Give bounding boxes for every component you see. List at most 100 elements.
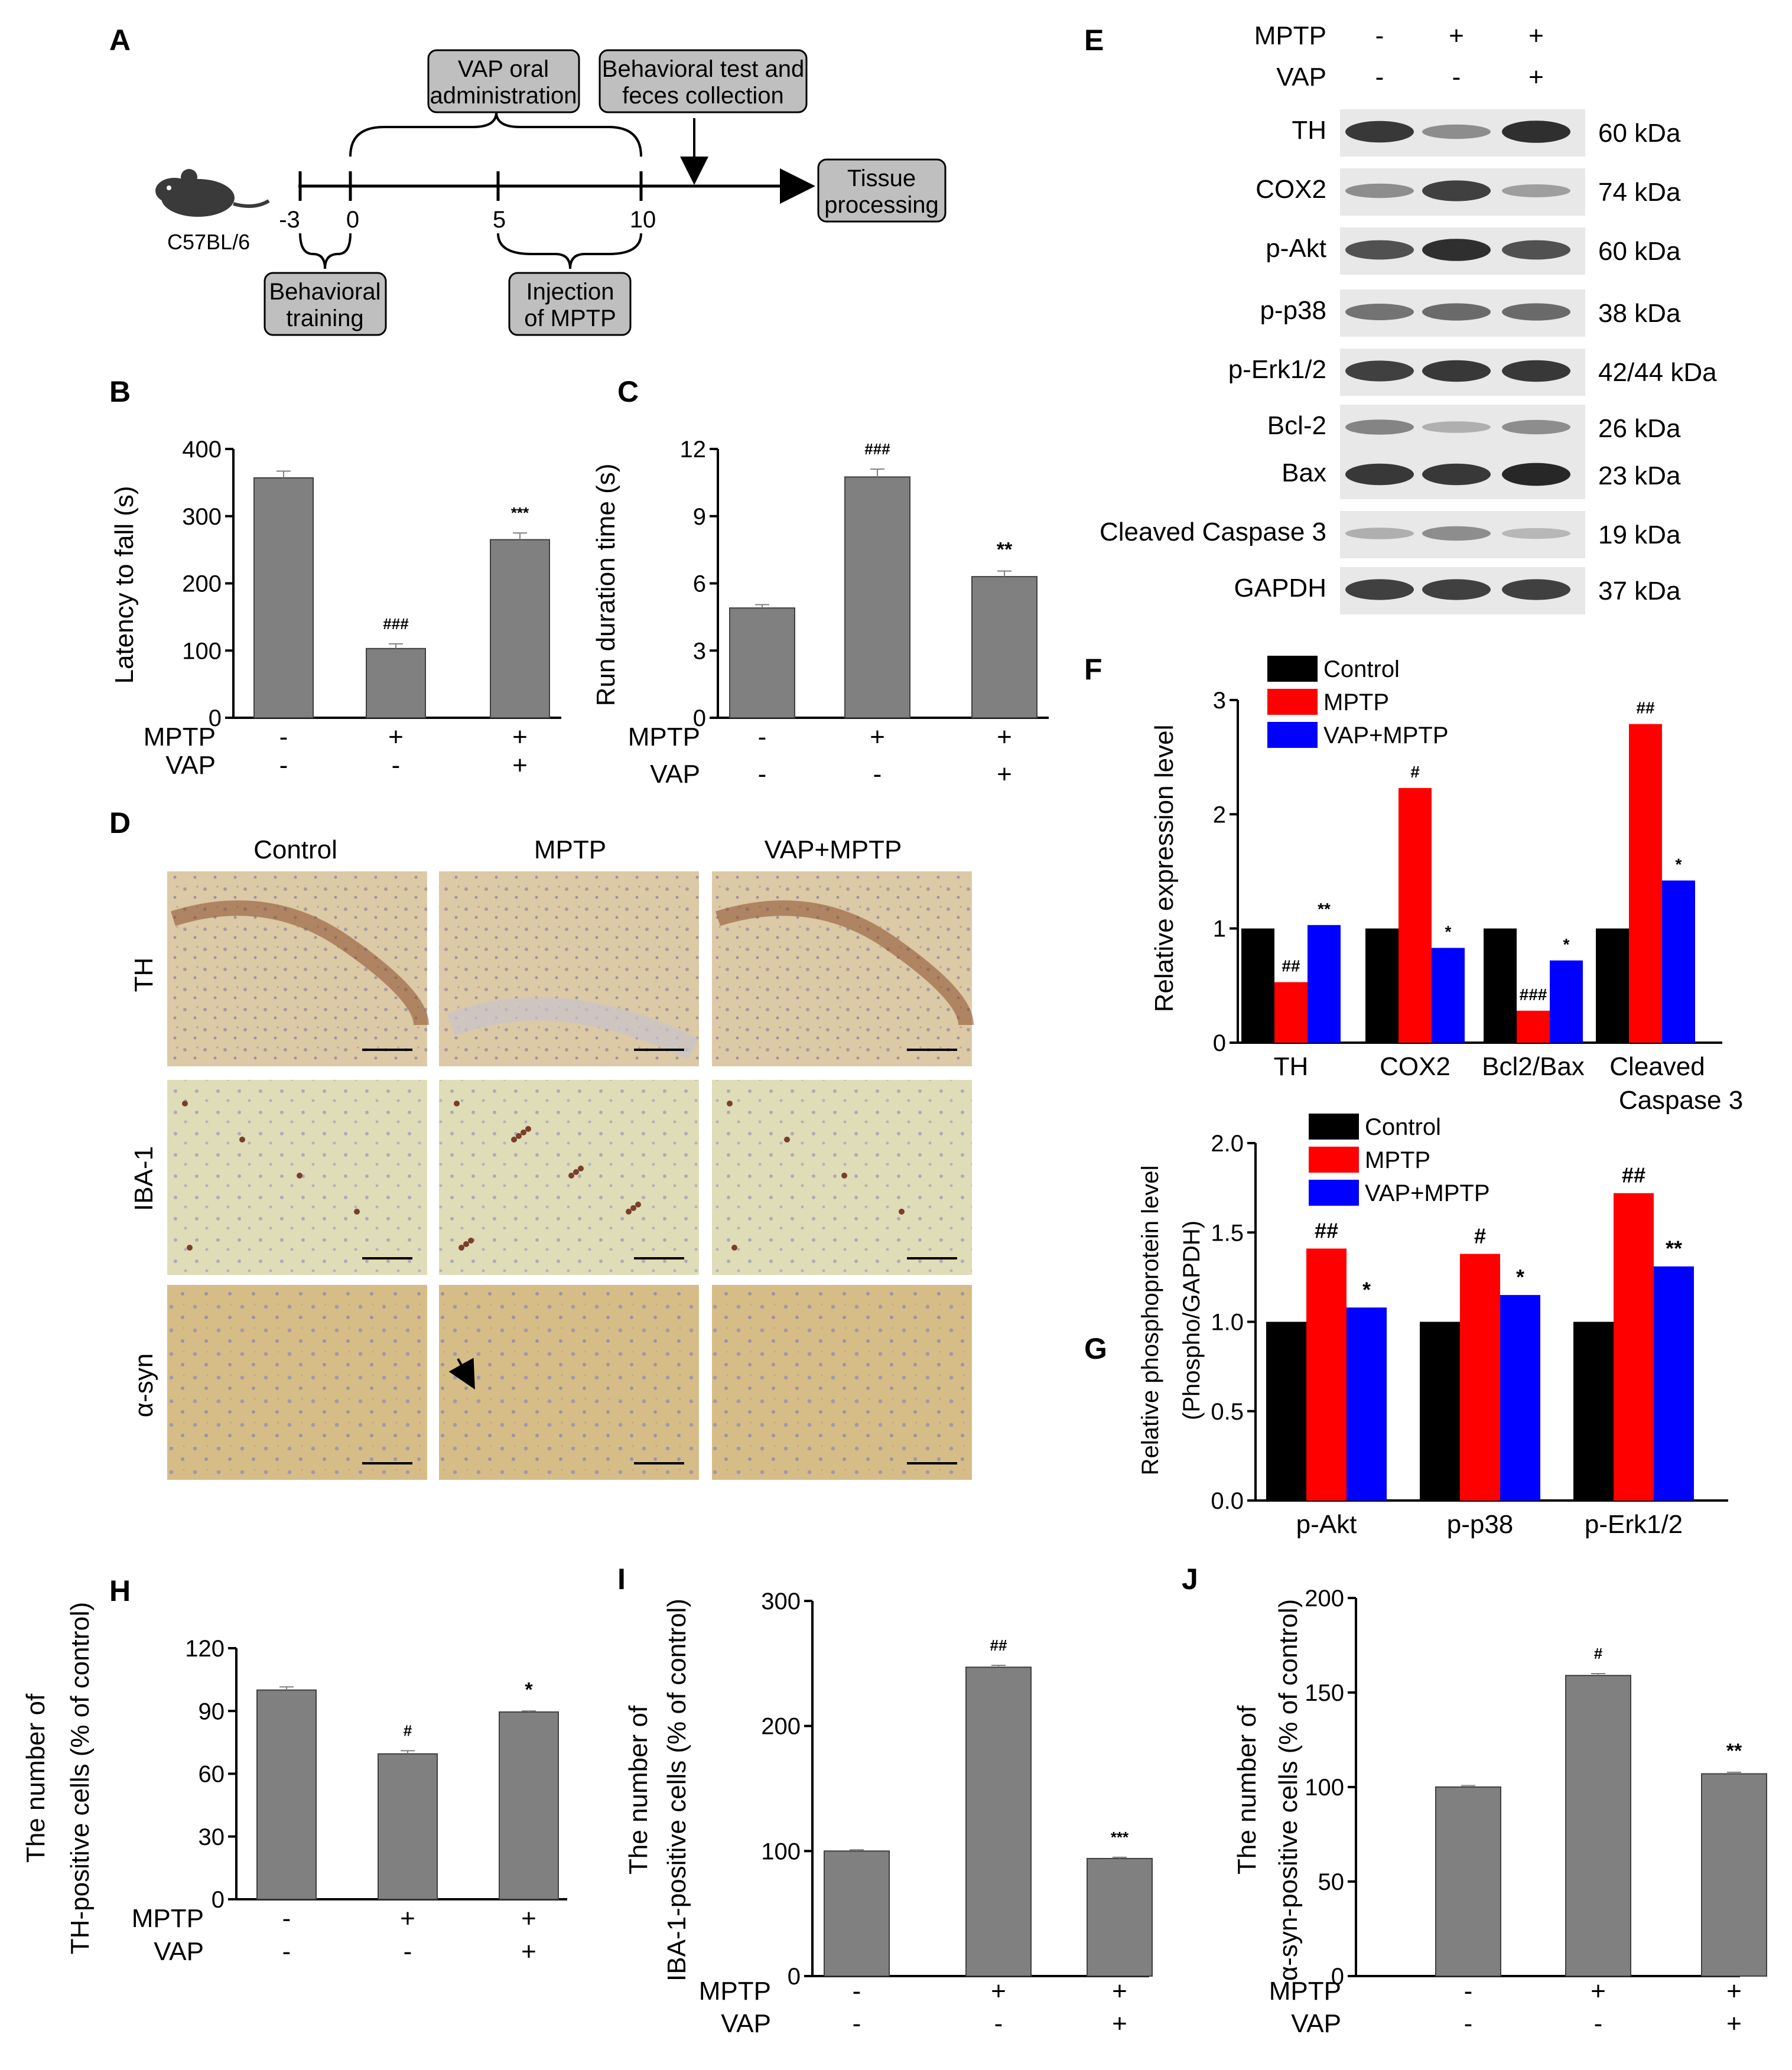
blot-band [1345,419,1414,435]
significance-mark: ### [864,440,890,458]
legend-swatch [1309,1114,1359,1140]
condition-sign: + [870,722,885,751]
wb-condition-sign: + [1528,63,1544,92]
bar [965,1667,1032,1977]
y-axis-label: The number of [624,1705,653,1874]
blot-label: GAPDH [1234,574,1326,603]
blot-label: p-Erk1/2 [1228,355,1326,384]
chart-i: I 0 100 200 300 The number of IBA-1-positive c… [617,1563,1153,2038]
condition-sign: + [1112,2009,1127,2038]
y-tick-label: 0 [1331,1964,1344,1990]
blot-bcl-2: Bcl-2 26 kDa [1267,405,1681,452]
y-tick-label: 1 [1213,916,1226,942]
y-tick-label: 30 [199,1824,225,1850]
y-tick-label: 60 [199,1762,225,1788]
panel-letter-j: J [1182,1563,1198,1596]
bar [729,607,795,719]
blot-label: TH [1292,116,1326,145]
significance-mark: ### [1520,985,1547,1004]
y-tick-label: 3 [1213,688,1226,714]
micrograph-asyn-control [167,1285,427,1480]
blot-kda: 60 kDa [1598,237,1681,266]
bar-vap-mptp [1500,1295,1540,1501]
condition-sign: - [873,760,882,789]
chart-g: G 0.0 0.5 1.0 1.5 2.0 Relative phosphoprotein … [1084,1114,1728,1539]
blot-band [1422,421,1491,433]
y-tick-label: 1.0 [1211,1310,1244,1336]
timeline-tick: 5 [493,207,506,233]
bar-control [1266,1322,1306,1501]
blot-kda: 23 kDa [1598,461,1681,490]
svg-text:administration: administration [430,83,577,109]
wb-condition-sign: + [1528,21,1544,50]
y-tick-label: 100 [1305,1775,1344,1801]
wb-condition-label: MPTP [1254,21,1326,50]
legend-swatch [1267,689,1318,715]
blot-band [1422,124,1491,139]
y-axis-label-2: IBA-1-positive cells (% of control) [662,1599,691,1981]
bar [844,476,910,718]
y-tick-label: 0 [209,705,222,731]
panel-letter-b: B [109,375,131,408]
legend-label: Control [1365,1114,1441,1140]
condition-sign: + [388,722,404,751]
y-tick-label: 300 [182,504,222,530]
blot-kda: 37 kDa [1598,577,1681,606]
significance-mark: * [525,1678,533,1701]
bar-vap-mptp [1662,880,1695,1043]
y-tick-label: 0.0 [1211,1488,1244,1514]
bar-control [1365,928,1399,1043]
vap-box [427,49,580,113]
micrograph-th-control [167,871,429,1066]
svg-text:Behavioral: Behavioral [269,279,380,305]
y-tick-label: 0 [1213,1030,1226,1056]
bar-vap-mptp [1432,948,1465,1043]
micrograph-th-mptp [439,871,699,1066]
significance-mark: ** [1318,900,1331,918]
legend-swatch [1309,1147,1359,1173]
bar [256,1689,317,1900]
significance-mark: # [404,1722,412,1740]
y-tick-label: 2 [1213,802,1226,828]
blot-label: Bax [1282,458,1326,487]
significance-mark: ## [1622,1163,1645,1187]
y-tick-label: 120 [185,1636,225,1662]
blot-band [1502,360,1570,382]
legend-label: VAP+MPTP [1365,1180,1490,1206]
panel-letter-g: G [1084,1332,1107,1365]
bar-control [1596,928,1629,1043]
y-axis-label: Latency to fall (s) [110,486,139,684]
wb-condition-label: VAP [1276,63,1326,92]
injection-brace [497,233,642,269]
panel-letter-a: A [109,24,131,57]
blot-label: p-p38 [1260,296,1326,325]
condition-sign: - [282,1937,291,1966]
svg-text:Injection: Injection [526,279,614,305]
bar-control [1420,1322,1460,1501]
micrograph-iba1-mptp [439,1080,699,1275]
significance-mark: * [1563,935,1570,953]
blot-label: p-Akt [1266,234,1326,263]
x-tick-label: TH [1274,1052,1309,1081]
condition-sign: - [758,722,767,751]
bar [1565,1675,1631,1977]
condition-label: MPTP [1269,1977,1341,2006]
training-brace [299,233,352,269]
y-tick-label: 200 [761,1714,801,1740]
y-tick-label: 200 [182,571,222,597]
significance-mark: ** [997,539,1013,561]
bar [1701,1773,1767,1977]
condition-sign: + [521,1904,536,1933]
significance-mark: ## [990,1636,1007,1654]
y-tick-label: 200 [1305,1586,1344,1612]
condition-sign: + [512,751,528,780]
condition-sign: - [404,1937,412,1966]
legend-label: MPTP [1365,1147,1430,1173]
y-tick-label: 50 [1318,1869,1345,1895]
condition-sign: - [1464,1977,1473,2006]
panel-letter-d: D [109,806,131,839]
chart-b: B 0 100 200 300 400 Latency to fall (s) ### *** M… [109,375,561,780]
legend-swatch [1267,722,1318,748]
significance-mark: # [1594,1645,1603,1662]
